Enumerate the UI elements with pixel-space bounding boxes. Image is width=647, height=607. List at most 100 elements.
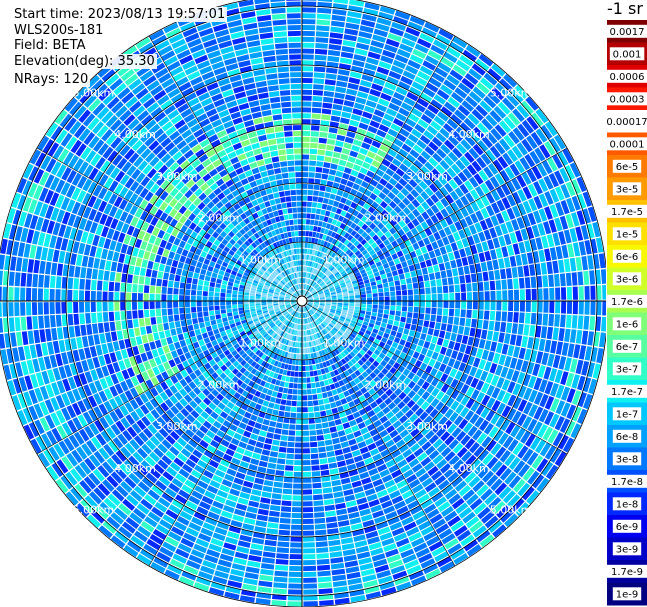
range-gate (217, 464, 228, 473)
range-gate (174, 274, 181, 282)
range-gate (355, 545, 369, 554)
range-gate (322, 322, 327, 327)
range-gate (238, 327, 244, 333)
range-gate (296, 330, 299, 336)
range-gate (179, 576, 195, 587)
range-gate (374, 349, 381, 356)
range-gate (265, 315, 271, 320)
range-gate (378, 301, 384, 305)
range-gate (306, 312, 309, 317)
range-gate (155, 309, 162, 317)
range-gate (176, 246, 184, 255)
range-gate (293, 336, 297, 342)
range-gate (251, 111, 262, 119)
range-gate (342, 309, 348, 313)
range-gate (330, 308, 336, 312)
range-gate (162, 232, 171, 241)
range-gate (302, 119, 311, 125)
range-gate (295, 430, 302, 436)
range-gate (547, 429, 559, 444)
range-gate (115, 320, 122, 331)
range-gate (110, 373, 119, 385)
range-gate (273, 306, 279, 309)
range-gate (26, 316, 33, 330)
range-gate (218, 254, 225, 261)
range-gate (402, 301, 408, 306)
range-gate (369, 372, 377, 379)
range-gate (120, 282, 126, 292)
range-gate (309, 430, 317, 436)
range-gate (320, 301, 325, 304)
range-gate (294, 311, 298, 317)
range-gate (328, 313, 334, 317)
range-gate (275, 470, 285, 476)
range-gate (228, 388, 236, 396)
range-gate (166, 225, 174, 234)
range-gate (214, 469, 226, 478)
range-gate (138, 284, 144, 293)
range-gate (213, 420, 222, 429)
range-gate (436, 315, 442, 323)
range-gate (241, 333, 248, 340)
range-gate (116, 485, 129, 498)
range-gate (375, 356, 383, 364)
range-gate (66, 184, 76, 198)
range-gate (55, 276, 62, 289)
range-gate (180, 433, 191, 443)
range-gate (268, 308, 274, 312)
range-gate (252, 282, 258, 287)
range-gate (466, 493, 479, 506)
range-gate (291, 524, 302, 530)
range-gate (33, 201, 43, 216)
range-gate (370, 414, 379, 423)
range-gate (153, 556, 169, 568)
range-gate (290, 536, 302, 542)
range-gate (153, 332, 160, 341)
range-gate (218, 326, 225, 333)
range-gate (434, 496, 447, 508)
range-gate (461, 335, 469, 345)
range-gate (496, 389, 506, 402)
range-gate (285, 313, 290, 318)
range-gate (371, 353, 378, 360)
range-gate (321, 114, 331, 121)
range-gate (84, 371, 93, 383)
range-gate (62, 378, 71, 392)
range-gate (312, 90, 324, 96)
range-gate (369, 448, 380, 456)
range-gate (450, 400, 460, 411)
range-gate (196, 306, 203, 312)
range-gate (515, 359, 524, 371)
range-gate (256, 9, 271, 16)
range-gate (171, 228, 179, 237)
range-gate (92, 323, 99, 334)
range-gate (437, 353, 445, 363)
range-gate (260, 568, 274, 576)
range-gate (228, 574, 244, 583)
range-gate (109, 352, 117, 363)
range-gate (293, 329, 296, 335)
range-gate (278, 330, 283, 335)
range-gate (389, 392, 398, 401)
range-gate (381, 500, 393, 509)
range-gate (360, 387, 368, 394)
range-gate (308, 359, 312, 365)
range-gate (39, 417, 50, 432)
range-gate (256, 324, 263, 330)
range-gate (22, 407, 33, 423)
range-gate (188, 381, 197, 390)
range-gate (133, 319, 139, 328)
range-gate (449, 301, 455, 309)
range-gate (289, 377, 294, 383)
range-gate (458, 507, 472, 519)
range-gate (336, 374, 342, 381)
range-gate (515, 427, 526, 441)
range-gate (358, 408, 367, 416)
range-gate (166, 258, 173, 266)
range-gate (343, 305, 349, 309)
range-gate (291, 298, 296, 300)
range-gate (93, 393, 103, 405)
range-gate (35, 216, 44, 231)
range-gate (275, 367, 281, 374)
range-gate (204, 362, 212, 370)
